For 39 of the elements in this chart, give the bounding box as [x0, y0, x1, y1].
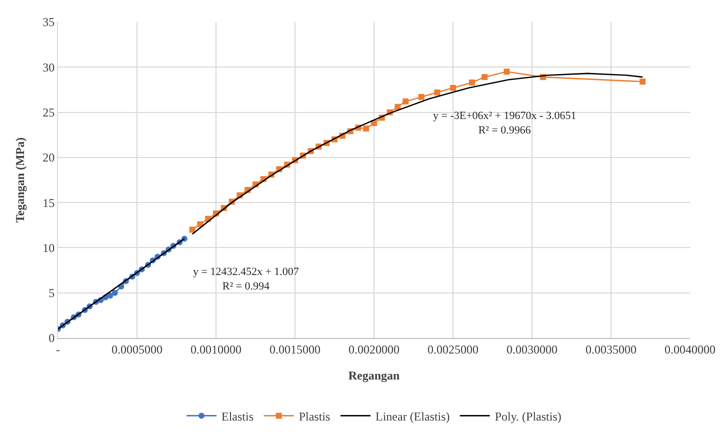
- point: [112, 290, 118, 296]
- y-tick-label: 15: [42, 196, 55, 210]
- y-tick-label: 0: [48, 331, 55, 346]
- legend-label: Poly. (Plastis): [494, 409, 562, 424]
- point: [363, 126, 370, 132]
- x-tick-label: 0.0040000: [664, 342, 716, 356]
- legend-label: Plastis: [298, 409, 330, 424]
- point: [482, 74, 488, 80]
- x-tick-label: 0.0030000: [506, 342, 558, 356]
- annotation: y = 12432.452x + 1.007 R² = 0.994: [193, 266, 300, 292]
- annotation: y = -3E+06x² + 19670x - 3.0651 R² = 0.9966: [433, 110, 576, 136]
- point: [434, 89, 440, 96]
- point: [504, 68, 510, 75]
- legend-label: Elastis: [222, 409, 254, 424]
- y-tick-label: 5: [48, 286, 55, 300]
- y-tick-label: 10: [42, 240, 55, 255]
- y-tick-label: 35: [42, 15, 55, 30]
- y-tick-label: 20: [42, 150, 55, 165]
- x-tick-label: -: [56, 342, 60, 356]
- x-tick-label: 0.0035000: [586, 342, 636, 356]
- point: [107, 292, 114, 299]
- x-axis-title: Regangan: [348, 368, 400, 382]
- x-tick-label: 0.0015000: [270, 342, 320, 356]
- point: [468, 79, 475, 86]
- y-axis-title: Tegangan (MPa): [12, 137, 27, 223]
- x-tick-label: 0.0005000: [112, 342, 162, 356]
- point: [418, 94, 424, 100]
- point: [394, 104, 401, 110]
- point: [450, 84, 456, 91]
- x-tick-label: 0.0020000: [348, 342, 400, 356]
- legend-label: Linear (Elastis): [376, 409, 450, 424]
- point: [402, 98, 409, 104]
- point: [189, 226, 196, 233]
- y-tick-label: 30: [42, 60, 55, 74]
- point: [197, 221, 204, 228]
- y-tick-label: 25: [42, 105, 55, 120]
- x-tick-label: 0.0025000: [428, 342, 478, 356]
- x-tick-label: 0.0010000: [190, 342, 242, 356]
- point: [640, 78, 646, 85]
